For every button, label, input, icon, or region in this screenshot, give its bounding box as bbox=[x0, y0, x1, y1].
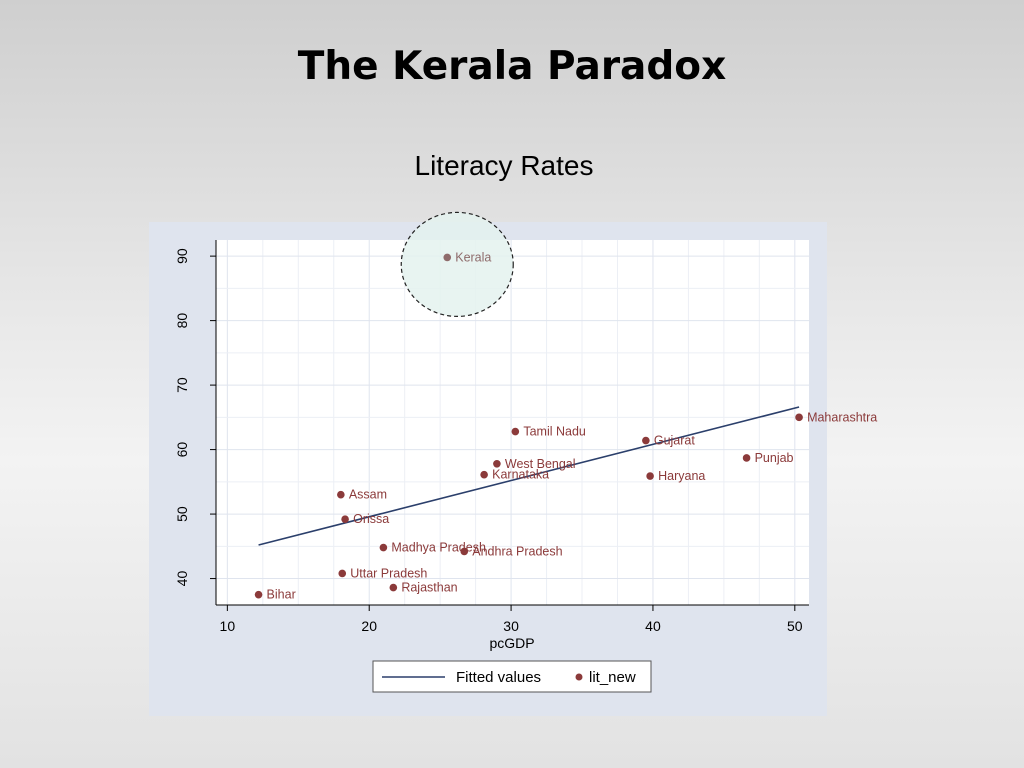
data-point bbox=[460, 547, 469, 556]
fitted-values-line bbox=[258, 406, 800, 546]
point-label: Karnataka bbox=[492, 468, 549, 482]
kerala-highlight-circle bbox=[400, 211, 514, 318]
data-point bbox=[379, 543, 388, 552]
point-label: Andhra Pradesh bbox=[472, 544, 562, 558]
x-tick-label: 40 bbox=[645, 618, 661, 634]
chart-title: Literacy Rates bbox=[414, 150, 594, 181]
point-label: Assam bbox=[349, 488, 387, 502]
y-tick-label: 60 bbox=[174, 442, 190, 458]
y-tick-label: 50 bbox=[174, 506, 190, 522]
x-tick-label: 50 bbox=[787, 618, 803, 634]
data-point bbox=[337, 490, 345, 499]
point-label: West Bengal bbox=[505, 457, 576, 471]
x-tick-label: 10 bbox=[220, 618, 236, 634]
point-label: Tamil Nadu bbox=[523, 425, 586, 439]
point-label: Bihar bbox=[267, 588, 296, 602]
y-tick-label: 90 bbox=[174, 248, 190, 264]
point-label: Punjab bbox=[755, 451, 794, 465]
y-tick-label: 40 bbox=[174, 571, 190, 587]
point-label: Kerala bbox=[455, 250, 491, 264]
data-point bbox=[389, 583, 398, 592]
slide-title: The Kerala Paradox bbox=[297, 44, 727, 89]
point-label: Gujarat bbox=[654, 434, 696, 448]
data-point bbox=[742, 454, 751, 462]
legend-points-label: lit_new bbox=[589, 669, 636, 686]
x-axis-label: pcGDP bbox=[489, 635, 534, 651]
legend: Fitted values lit_new bbox=[372, 660, 652, 693]
point-label: Rajasthan bbox=[401, 581, 457, 595]
data-points: Kerala Maharashtra Tamil Nadu Gujarat Punjab… bbox=[254, 250, 877, 602]
point-label: Maharashtra bbox=[807, 410, 877, 424]
x-tick-label: 20 bbox=[361, 618, 377, 634]
data-point bbox=[480, 470, 488, 479]
data-point bbox=[443, 253, 452, 262]
data-point bbox=[493, 459, 501, 468]
data-point bbox=[338, 569, 347, 578]
point-label: Haryana bbox=[658, 469, 705, 483]
data-point bbox=[341, 515, 349, 524]
data-point bbox=[642, 436, 650, 445]
legend-points-swatch bbox=[575, 673, 583, 681]
legend-fitted-label: Fitted values bbox=[456, 669, 541, 686]
axes: 10 20 30 40 50 40 50 60 70 80 90 bbox=[174, 240, 809, 634]
data-point bbox=[646, 472, 654, 480]
data-point bbox=[511, 427, 520, 436]
data-point bbox=[795, 413, 803, 422]
plot-area bbox=[216, 240, 809, 605]
y-tick-label: 80 bbox=[174, 313, 190, 329]
data-point bbox=[254, 590, 263, 599]
x-tick-label: 30 bbox=[503, 618, 519, 634]
point-label: Uttar Pradesh bbox=[350, 566, 427, 580]
y-tick-label: 70 bbox=[174, 377, 190, 393]
point-label: Orissa bbox=[353, 512, 389, 526]
